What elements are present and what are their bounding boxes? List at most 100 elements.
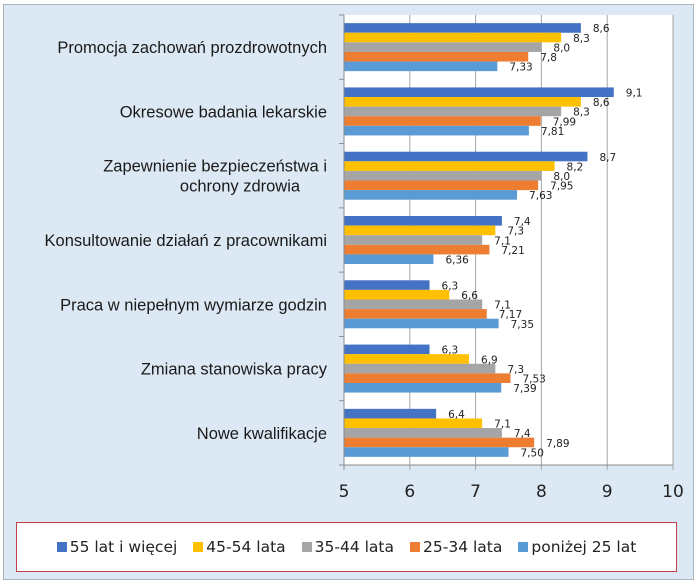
data-label: 8,2 xyxy=(567,161,584,173)
bar xyxy=(344,125,529,136)
legend-swatch xyxy=(193,542,204,552)
data-label: 7,35 xyxy=(511,319,534,331)
bar xyxy=(344,254,434,264)
category-label: Zapewnienie bezpieczeństwa i xyxy=(103,158,327,176)
legend: 55 lat i więcej 45-54 lata 35-44 lata 25-34… xyxy=(16,522,677,572)
bar xyxy=(344,280,430,290)
bar xyxy=(344,318,499,329)
bar xyxy=(344,363,496,374)
legend-item: 45-54 lata xyxy=(193,538,286,556)
data-label: 8,6 xyxy=(593,97,610,109)
category-label: Zmiana stanowiska pracy xyxy=(141,361,328,379)
legend-item: 55 lat i więcej xyxy=(56,538,178,556)
bar xyxy=(344,216,502,226)
legend-swatch xyxy=(518,542,529,552)
legend-label: 25-34 lata xyxy=(423,538,503,556)
data-label: 7,3 xyxy=(507,226,524,238)
bar xyxy=(344,382,502,393)
data-label: 6,9 xyxy=(481,354,498,366)
bar xyxy=(344,408,437,419)
legend-swatch xyxy=(301,542,312,552)
bar xyxy=(344,373,511,383)
data-label: 7,50 xyxy=(521,447,544,459)
x-tick-label: 5 xyxy=(339,482,350,502)
x-tick-label: 7 xyxy=(470,482,481,502)
bar xyxy=(344,437,535,448)
bar xyxy=(344,354,470,364)
bar xyxy=(344,180,539,191)
data-label: 8,3 xyxy=(573,107,590,119)
data-label: 8,7 xyxy=(599,152,616,164)
legend-label: 35-44 lata xyxy=(314,538,395,556)
category-label: Nowe kwalifikacje xyxy=(197,425,327,443)
data-label: 6,3 xyxy=(442,280,459,292)
bar xyxy=(344,170,542,181)
data-label: 7,63 xyxy=(529,190,552,202)
category-label: ochrony zdrowia xyxy=(180,178,301,196)
legend-item: 25-34 lata xyxy=(410,538,502,556)
data-label: 7,1 xyxy=(494,419,511,431)
bar xyxy=(344,161,555,171)
bar xyxy=(344,299,483,310)
bar xyxy=(344,225,496,236)
data-label: 7,53 xyxy=(522,373,545,385)
bar xyxy=(344,97,581,107)
data-label: 7,39 xyxy=(513,383,536,395)
bar xyxy=(344,289,450,300)
category-label: Promocja zachowań prozdrowotnych xyxy=(57,39,327,57)
data-label: 8,0 xyxy=(553,42,570,54)
bar xyxy=(344,42,542,52)
bar xyxy=(344,428,502,438)
data-label: 9,1 xyxy=(626,88,643,100)
bar xyxy=(344,418,483,429)
data-label: 7,21 xyxy=(501,245,524,257)
data-label: 7,1 xyxy=(494,235,511,247)
legend-item: poniżej 25 lat xyxy=(518,538,636,556)
data-label: 8,0 xyxy=(553,171,570,183)
data-label: 7,99 xyxy=(553,116,576,128)
data-label: 7,17 xyxy=(499,309,522,321)
legend-item: 35-44 lata xyxy=(301,538,395,556)
data-label: 7,89 xyxy=(546,438,569,450)
bar xyxy=(344,244,490,255)
bar xyxy=(344,309,487,319)
x-tick-label: 6 xyxy=(404,482,415,502)
legend-label: 55 lat i więcej xyxy=(69,538,178,556)
legend-label: 45-54 lata xyxy=(206,538,286,556)
data-label: 7,3 xyxy=(507,364,524,376)
legend-label: poniżej 25 lat xyxy=(531,538,637,556)
data-label: 8,3 xyxy=(573,33,590,45)
data-label: 7,33 xyxy=(509,62,532,74)
bar xyxy=(344,106,562,117)
data-label: 7,4 xyxy=(514,428,531,440)
bar xyxy=(344,344,430,355)
bar xyxy=(344,190,518,200)
bar xyxy=(344,116,541,126)
bar xyxy=(344,151,588,162)
category-label: Praca w niepełnym wymiarze godzin xyxy=(60,296,327,314)
bar xyxy=(344,32,562,43)
data-label: 6,3 xyxy=(442,345,459,357)
data-label: 6,36 xyxy=(445,255,469,267)
data-label: 6,6 xyxy=(461,290,478,302)
category-label: Okresowe badania lekarskie xyxy=(120,103,327,121)
bar xyxy=(344,447,509,457)
bar xyxy=(344,87,614,98)
x-tick-label: 10 xyxy=(662,482,684,502)
data-label: 6,4 xyxy=(448,409,465,421)
data-label: 7,1 xyxy=(494,300,511,312)
data-label: 7,95 xyxy=(550,181,573,193)
data-label: 8,6 xyxy=(593,23,610,35)
category-label: Konsultowanie działań z pracownikami xyxy=(45,232,327,250)
bar xyxy=(344,61,498,72)
x-tick-label: 8 xyxy=(536,482,547,502)
legend-swatch xyxy=(410,542,421,552)
data-label: 7,81 xyxy=(541,126,564,138)
bar xyxy=(344,23,581,33)
data-label: 7,4 xyxy=(514,216,531,228)
legend-swatch xyxy=(56,542,67,552)
data-label: 7,8 xyxy=(540,52,557,64)
bar xyxy=(344,51,529,62)
bar xyxy=(344,235,483,245)
